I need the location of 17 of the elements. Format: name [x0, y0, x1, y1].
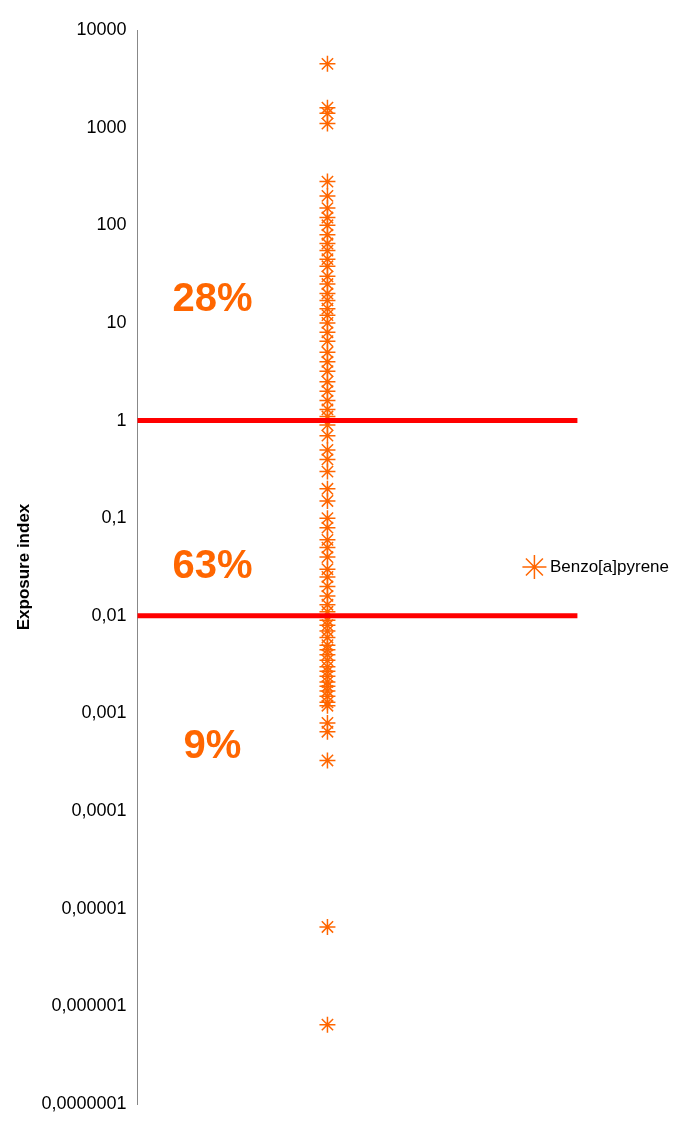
y-tick-label: 0,00001 [61, 897, 127, 918]
y-tick-label: 0,000001 [51, 995, 127, 1016]
y-tick-label: 0,1 [101, 507, 127, 528]
y-tick-label: 100 [96, 214, 127, 235]
y-tick-label: 10000 [76, 18, 127, 39]
y-tick-label: 0,0000001 [41, 1092, 127, 1113]
legend-label: Benzo[a]pyrene [549, 556, 670, 576]
y-tick-label: 0,0001 [71, 800, 127, 821]
y-tick-label: 1 [116, 409, 127, 430]
y-tick-label: 0,001 [81, 702, 127, 723]
y-tick-label: 0,01 [91, 604, 127, 625]
y-axis-title: Exposure index [13, 503, 33, 631]
annotation: 28% [172, 274, 253, 319]
annotation: 9% [183, 721, 242, 766]
annotation: 63% [172, 542, 253, 587]
y-tick-label: 10 [106, 311, 127, 332]
y-tick-label: 1000 [86, 116, 127, 137]
